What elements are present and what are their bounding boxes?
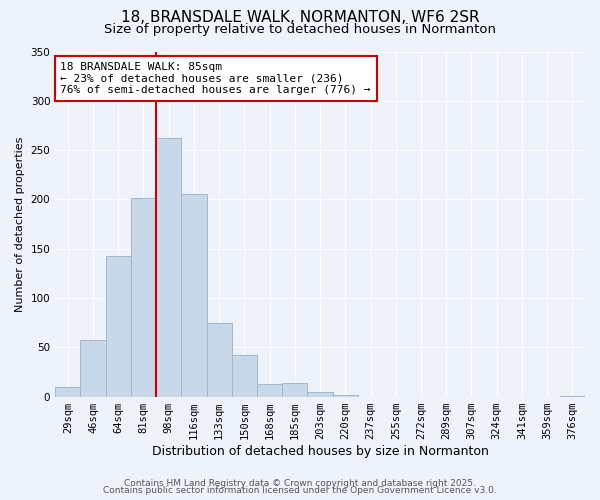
Bar — [131, 198, 156, 396]
Text: 18 BRANSDALE WALK: 85sqm
← 23% of detached houses are smaller (236)
76% of semi-: 18 BRANSDALE WALK: 85sqm ← 23% of detach… — [61, 62, 371, 95]
Bar — [80, 340, 106, 396]
Bar — [332, 394, 358, 396]
Bar — [106, 256, 131, 396]
Bar — [55, 386, 80, 396]
Bar — [181, 194, 206, 396]
Bar — [156, 138, 181, 396]
Text: 18, BRANSDALE WALK, NORMANTON, WF6 2SR: 18, BRANSDALE WALK, NORMANTON, WF6 2SR — [121, 10, 479, 25]
Bar — [232, 355, 257, 397]
Bar — [257, 384, 282, 396]
Text: Contains public sector information licensed under the Open Government Licence v3: Contains public sector information licen… — [103, 486, 497, 495]
Bar — [206, 322, 232, 396]
Bar — [282, 383, 307, 396]
Text: Size of property relative to detached houses in Normanton: Size of property relative to detached ho… — [104, 22, 496, 36]
Text: Contains HM Land Registry data © Crown copyright and database right 2025.: Contains HM Land Registry data © Crown c… — [124, 478, 476, 488]
Y-axis label: Number of detached properties: Number of detached properties — [15, 136, 25, 312]
Bar — [307, 392, 332, 396]
X-axis label: Distribution of detached houses by size in Normanton: Distribution of detached houses by size … — [152, 444, 488, 458]
